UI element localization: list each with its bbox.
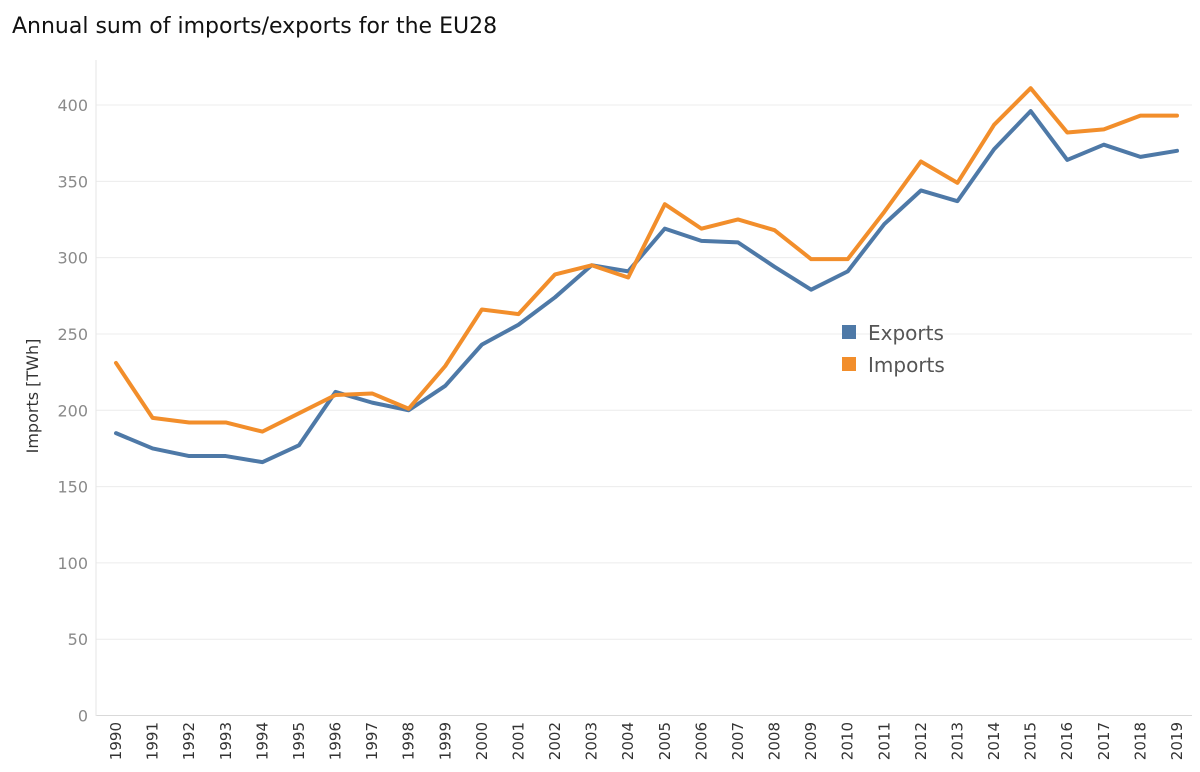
y-tick-label: 250 bbox=[57, 325, 88, 344]
legend-swatch-imports bbox=[842, 357, 856, 371]
x-tick-label: 1999 bbox=[436, 722, 454, 760]
x-tick-label: 2004 bbox=[619, 722, 637, 760]
x-tick-label: 1996 bbox=[327, 722, 345, 760]
x-tick-label: 2015 bbox=[1022, 722, 1040, 760]
x-tick-label: 1990 bbox=[107, 722, 125, 760]
y-axis-title: Imports [TWh] bbox=[23, 339, 42, 454]
x-tick-label: 2010 bbox=[839, 722, 857, 760]
chart-title: Annual sum of imports/exports for the EU… bbox=[12, 14, 498, 39]
x-tick-label: 1995 bbox=[290, 722, 308, 760]
x-tick-label: 2008 bbox=[766, 722, 784, 760]
x-tick-label: 2012 bbox=[912, 722, 930, 760]
legend: Exports Imports bbox=[842, 321, 945, 377]
legend-label-exports: Exports bbox=[868, 321, 944, 345]
x-tick-label: 2018 bbox=[1131, 722, 1149, 760]
x-tick-label: 1992 bbox=[180, 722, 198, 760]
x-tick-label: 2001 bbox=[509, 722, 527, 760]
y-tick-label: 0 bbox=[78, 707, 88, 726]
y-tick-label: 50 bbox=[68, 630, 88, 649]
x-tick-label: 2003 bbox=[583, 722, 601, 760]
x-axis-ticks: 1990 1991 1992 1993 1994 1995 1996 1997 1998 1999… bbox=[107, 722, 1186, 760]
x-tick-label: 2007 bbox=[729, 722, 747, 760]
series-line-imports bbox=[114, 86, 1179, 434]
x-tick-label: 2002 bbox=[546, 722, 564, 760]
legend-label-imports: Imports bbox=[868, 353, 945, 377]
y-tick-label: 150 bbox=[57, 478, 88, 497]
x-tick-label: 1993 bbox=[217, 722, 235, 760]
y-tick-label: 400 bbox=[57, 96, 88, 115]
x-tick-label: 2009 bbox=[802, 722, 820, 760]
x-tick-label: 1991 bbox=[144, 722, 162, 760]
series-lines bbox=[114, 86, 1179, 465]
x-tick-label: 2016 bbox=[1058, 722, 1076, 760]
x-tick-label: 2011 bbox=[875, 722, 893, 760]
x-tick-label: 2019 bbox=[1168, 722, 1186, 760]
x-tick-label: 2013 bbox=[948, 722, 966, 760]
y-tick-label: 300 bbox=[57, 249, 88, 268]
x-tick-label: 2006 bbox=[692, 722, 710, 760]
x-tick-label: 2014 bbox=[985, 722, 1003, 760]
y-tick-label: 100 bbox=[57, 554, 88, 573]
gridlines bbox=[95, 60, 1192, 716]
x-tick-label: 2005 bbox=[656, 722, 674, 760]
x-tick-label: 1998 bbox=[400, 722, 418, 760]
y-tick-label: 200 bbox=[57, 401, 88, 420]
legend-swatch-exports bbox=[842, 325, 856, 339]
y-axis-ticks: 0 50 100 150 200 250 300 350 400 bbox=[57, 96, 88, 726]
x-tick-label: 2000 bbox=[473, 722, 491, 760]
y-tick-label: 350 bbox=[57, 172, 88, 191]
x-tick-label: 2017 bbox=[1095, 722, 1113, 760]
x-tick-label: 1997 bbox=[363, 722, 381, 760]
x-tick-label: 1994 bbox=[253, 722, 271, 760]
series-line-exports bbox=[114, 109, 1179, 465]
